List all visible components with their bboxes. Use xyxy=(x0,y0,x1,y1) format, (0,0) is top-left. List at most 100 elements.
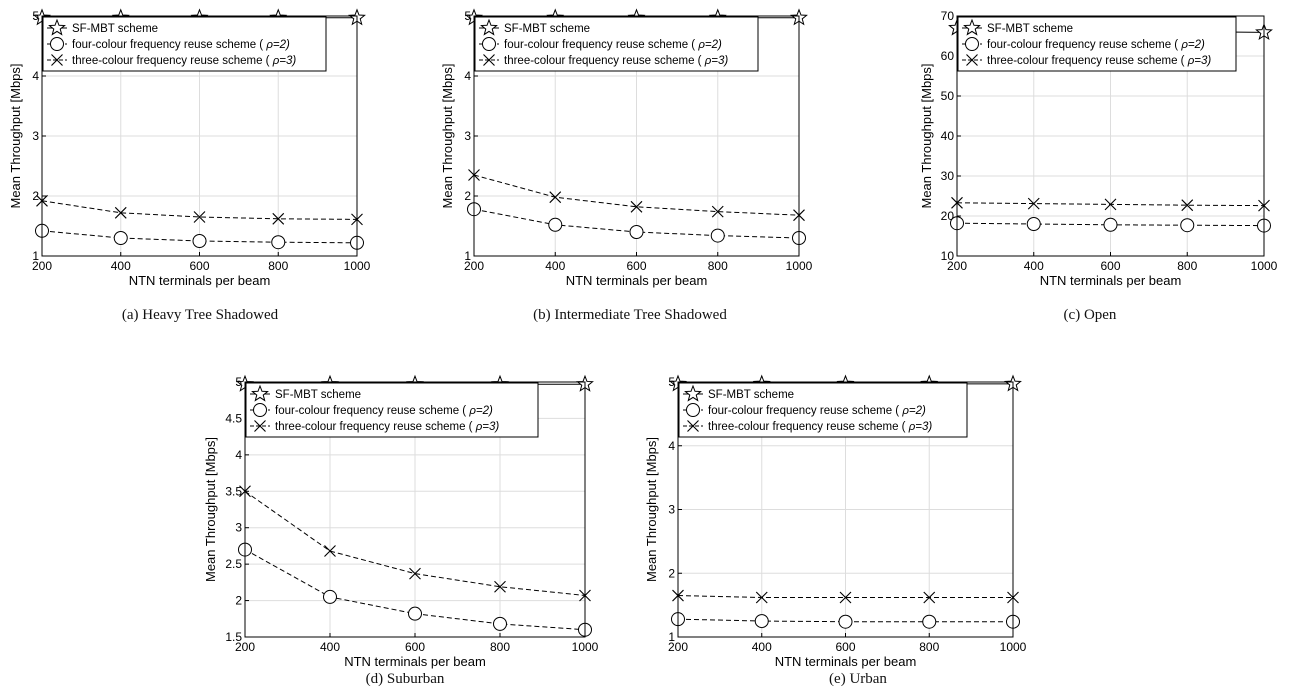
y-tick-label: 2 xyxy=(668,566,675,580)
y-tick-label: 3.5 xyxy=(225,484,242,498)
legend-label: four-colour frequency reuse scheme ( ρ=2… xyxy=(504,39,722,51)
legend-label: three-colour frequency reuse scheme ( ρ=… xyxy=(275,421,499,433)
legend-marker-circle xyxy=(686,403,700,417)
data-point-circle xyxy=(408,606,422,621)
y-tick-label: 60 xyxy=(941,49,955,63)
chart-urban: 200 400 600 800 1000 1 2 3 4 5 NTN terminals per b… xyxy=(644,365,1058,698)
x-tick-label: 400 xyxy=(545,259,565,273)
legend-box xyxy=(957,16,1237,72)
data-point-circle xyxy=(754,614,769,629)
legend-marker-circle xyxy=(253,403,267,417)
x-tick-label: 1000 xyxy=(786,259,813,273)
data-point-circle xyxy=(323,589,337,604)
x-tick-label: 1000 xyxy=(1000,640,1027,654)
legend-marker-star xyxy=(480,18,498,36)
legend-marker-x xyxy=(483,54,495,66)
x-tick-label: 800 xyxy=(268,259,288,273)
x-tick-label: 1000 xyxy=(344,259,371,273)
y-tick-label: 2 xyxy=(235,594,242,608)
legend-label: four-colour frequency reuse scheme ( ρ=2… xyxy=(72,39,290,51)
data-point-x xyxy=(114,206,127,219)
data-point-x xyxy=(711,205,724,218)
y-tick-label: 2.5 xyxy=(225,557,242,571)
legend-label: four-colour frequency reuse scheme ( ρ=2… xyxy=(987,39,1205,51)
x-tick-label: 200 xyxy=(235,640,255,654)
data-point-circle xyxy=(710,228,725,243)
y-tick-label: 4.5 xyxy=(225,411,242,425)
x-tick-label: 400 xyxy=(320,640,340,654)
chart-caption: (d) Suburban xyxy=(365,671,445,687)
x-tick-label: 600 xyxy=(835,640,855,654)
x-axis-label: NTN terminals per beam xyxy=(344,654,486,669)
legend-label: three-colour frequency reuse scheme ( ρ=… xyxy=(987,55,1211,67)
series-line xyxy=(244,549,586,631)
legend: SF-MBT scheme four-colour frequency reuse… xyxy=(245,382,539,438)
data-point-x xyxy=(272,212,285,225)
x-tick-label: 800 xyxy=(919,640,939,654)
y-tick-label: 1.5 xyxy=(225,630,242,644)
y-axis-label: Mean Throughput [Mbps] xyxy=(8,63,23,208)
y-tick-label: 3 xyxy=(235,521,242,535)
y-tick-label: 4 xyxy=(464,69,471,83)
y-tick-label: 2 xyxy=(32,189,39,203)
legend-marker-star xyxy=(963,18,981,36)
data-point-circle xyxy=(1180,218,1195,233)
x-tick-label: 800 xyxy=(708,259,728,273)
plot-svg: 200 400 600 800 1000 10 20 30 40 50 60 70 NTN termin… xyxy=(919,9,1278,288)
legend-marker-x xyxy=(51,54,63,66)
x-tick-label: 600 xyxy=(405,640,425,654)
plot-svg: 200 400 600 800 1000 1 2 3 4 5 NTN terminals per b… xyxy=(8,8,371,288)
legend-label: SF-MBT scheme xyxy=(708,389,794,401)
data-point-x xyxy=(755,591,768,604)
x-tick-label: 200 xyxy=(464,259,484,273)
y-axis-label: Mean Throughput [Mbps] xyxy=(644,437,659,582)
y-tick-label: 1 xyxy=(464,249,471,263)
legend-label: SF-MBT scheme xyxy=(504,23,590,35)
data-point-circle xyxy=(1103,217,1118,232)
data-point-x xyxy=(923,591,936,604)
y-tick-label: 2 xyxy=(464,189,471,203)
series-1 xyxy=(950,216,1271,233)
chart-caption: (e) Urban xyxy=(829,671,887,687)
plot-svg: 200 400 600 800 1000 1.5 2 2.5 3 3.5 4 4.5 5 NTN term… xyxy=(203,374,599,669)
chart-caption: (b) Intermediate Tree Shadowed xyxy=(533,307,727,323)
data-point-circle xyxy=(629,225,644,239)
y-tick-label: 4 xyxy=(235,448,242,462)
legend-box xyxy=(42,16,327,72)
y-tick-label: 3 xyxy=(668,503,675,517)
y-tick-label: 1 xyxy=(668,630,675,644)
ticks: 200 400 600 800 1000 1 2 3 4 5 xyxy=(668,375,1027,654)
data-point-x xyxy=(630,200,643,213)
data-point-x xyxy=(549,191,562,204)
x-tick-label: 600 xyxy=(189,259,209,273)
y-axis-label: Mean Throughput [Mbps] xyxy=(440,63,455,208)
y-tick-label: 4 xyxy=(32,69,39,83)
series-line xyxy=(473,174,800,216)
legend-marker-circle xyxy=(965,37,979,51)
legend-box xyxy=(245,382,539,438)
y-tick-label: 4 xyxy=(668,439,675,453)
ticks: 200 400 600 800 1000 1.5 2 2.5 3 3.5 4 4.5 5 xyxy=(225,375,598,654)
data-point-x xyxy=(1181,199,1194,212)
x-tick-label: 1000 xyxy=(572,640,599,654)
legend-label: four-colour frequency reuse scheme ( ρ=2… xyxy=(275,405,493,417)
legend-marker-circle xyxy=(50,37,64,51)
data-point-circle xyxy=(493,616,507,631)
legend: SF-MBT scheme four-colour frequency reuse… xyxy=(957,16,1237,72)
x-tick-label: 200 xyxy=(947,259,967,273)
series-line xyxy=(41,230,358,244)
legend-marker-star xyxy=(684,384,702,402)
x-tick-label: 400 xyxy=(111,259,131,273)
data-point-circle xyxy=(548,217,563,232)
legend-marker-star xyxy=(251,384,269,402)
y-tick-label: 70 xyxy=(941,9,955,23)
y-tick-label: 5 xyxy=(464,9,471,23)
legend-label: SF-MBT scheme xyxy=(275,389,361,401)
series-line xyxy=(244,490,586,596)
data-point-x xyxy=(1104,198,1117,211)
legend-label: SF-MBT scheme xyxy=(987,23,1073,35)
x-axis-label: NTN terminals per beam xyxy=(775,654,917,669)
legend: SF-MBT scheme four-colour frequency reuse… xyxy=(42,16,327,72)
x-tick-label: 400 xyxy=(1024,259,1044,273)
